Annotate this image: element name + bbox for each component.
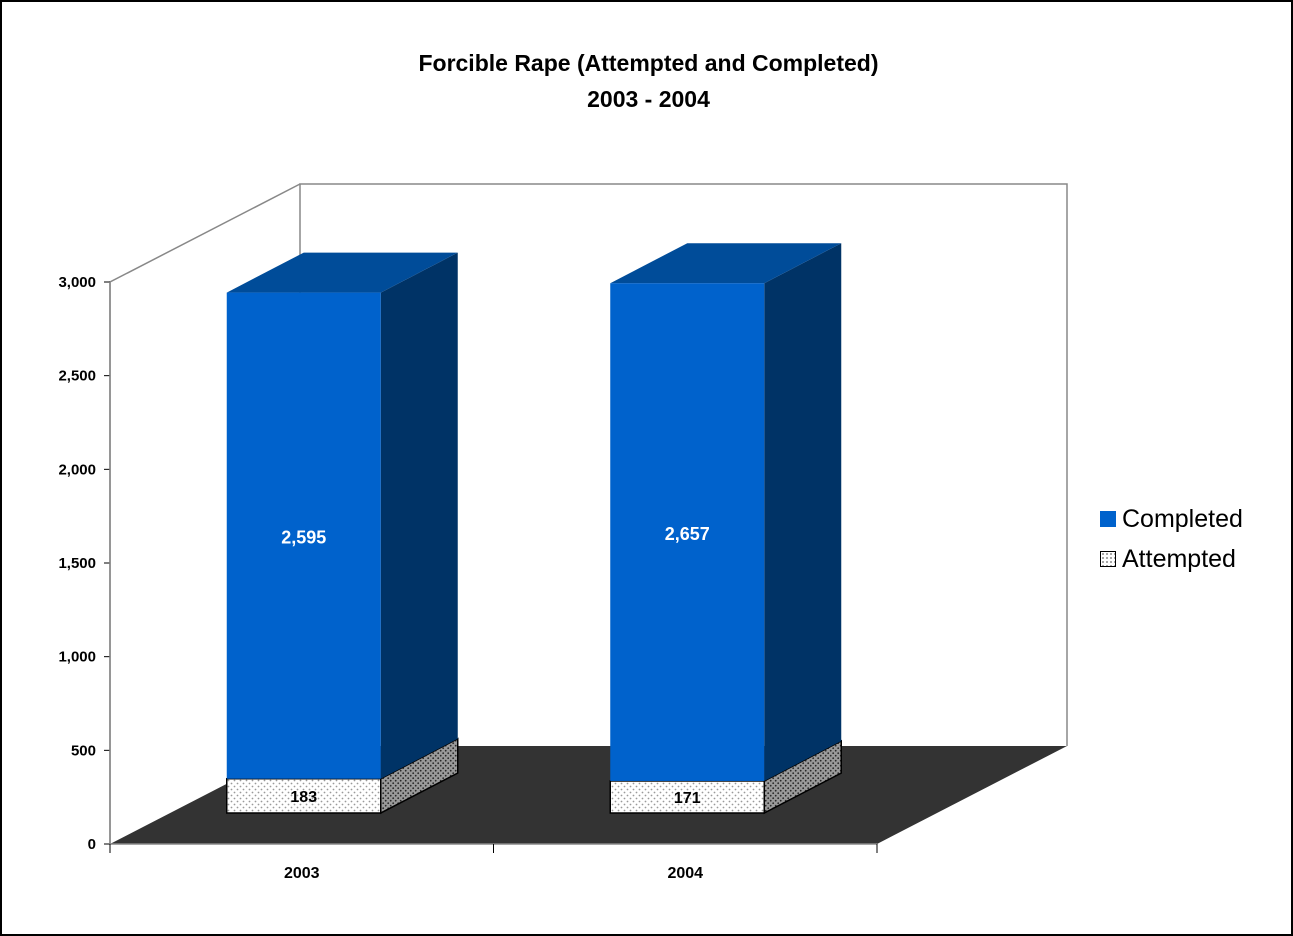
bar-completed: [226, 292, 381, 779]
bar-completed-top: [226, 252, 458, 293]
legend-item-completed: Completed: [1100, 499, 1243, 539]
data-label-attempted: 183: [290, 789, 317, 806]
data-label-completed: 2,595: [281, 528, 326, 548]
chart-title: Forcible Rape (Attempted and Completed): [418, 50, 879, 76]
x-axis: 2003 2004: [109, 843, 878, 882]
y-tick-label: 2,500: [58, 368, 96, 385]
bar-completed-side: [380, 252, 458, 779]
y-tick-label: 2,000: [58, 461, 96, 478]
legend-swatch-attempted: [1100, 551, 1116, 567]
legend-item-attempted: Attempted: [1100, 539, 1243, 579]
y-tick-label: 1,500: [58, 555, 96, 572]
y-tick-label: 500: [71, 742, 96, 759]
bar-completed: [610, 283, 765, 781]
legend-label-attempted: Attempted: [1122, 544, 1236, 573]
bar-attempted: [226, 777, 382, 814]
y-axis: 0 500 1,000 1,500 2,000 2,500 3,000: [58, 274, 111, 853]
legend-label-completed: Completed: [1122, 504, 1243, 533]
bar-completed-top: [610, 243, 842, 284]
x-tick-label: 2004: [667, 865, 703, 882]
legend-swatch-completed: [1100, 511, 1116, 527]
y-tick-label: 3,000: [58, 274, 96, 291]
bar-attempted: [609, 780, 765, 814]
y-tick-label: 0: [88, 836, 96, 853]
bar-completed-side: [764, 243, 842, 781]
data-label-completed: 2,657: [665, 524, 710, 544]
bars: 2,595 183 2,657 171: [226, 243, 842, 815]
data-label-attempted: 171: [674, 790, 701, 807]
legend: Completed Attempted: [1100, 499, 1243, 579]
y-tick-label: 1,000: [58, 649, 96, 666]
chart-subtitle: 2003 - 2004: [587, 86, 710, 112]
x-tick-label: 2003: [284, 865, 320, 882]
